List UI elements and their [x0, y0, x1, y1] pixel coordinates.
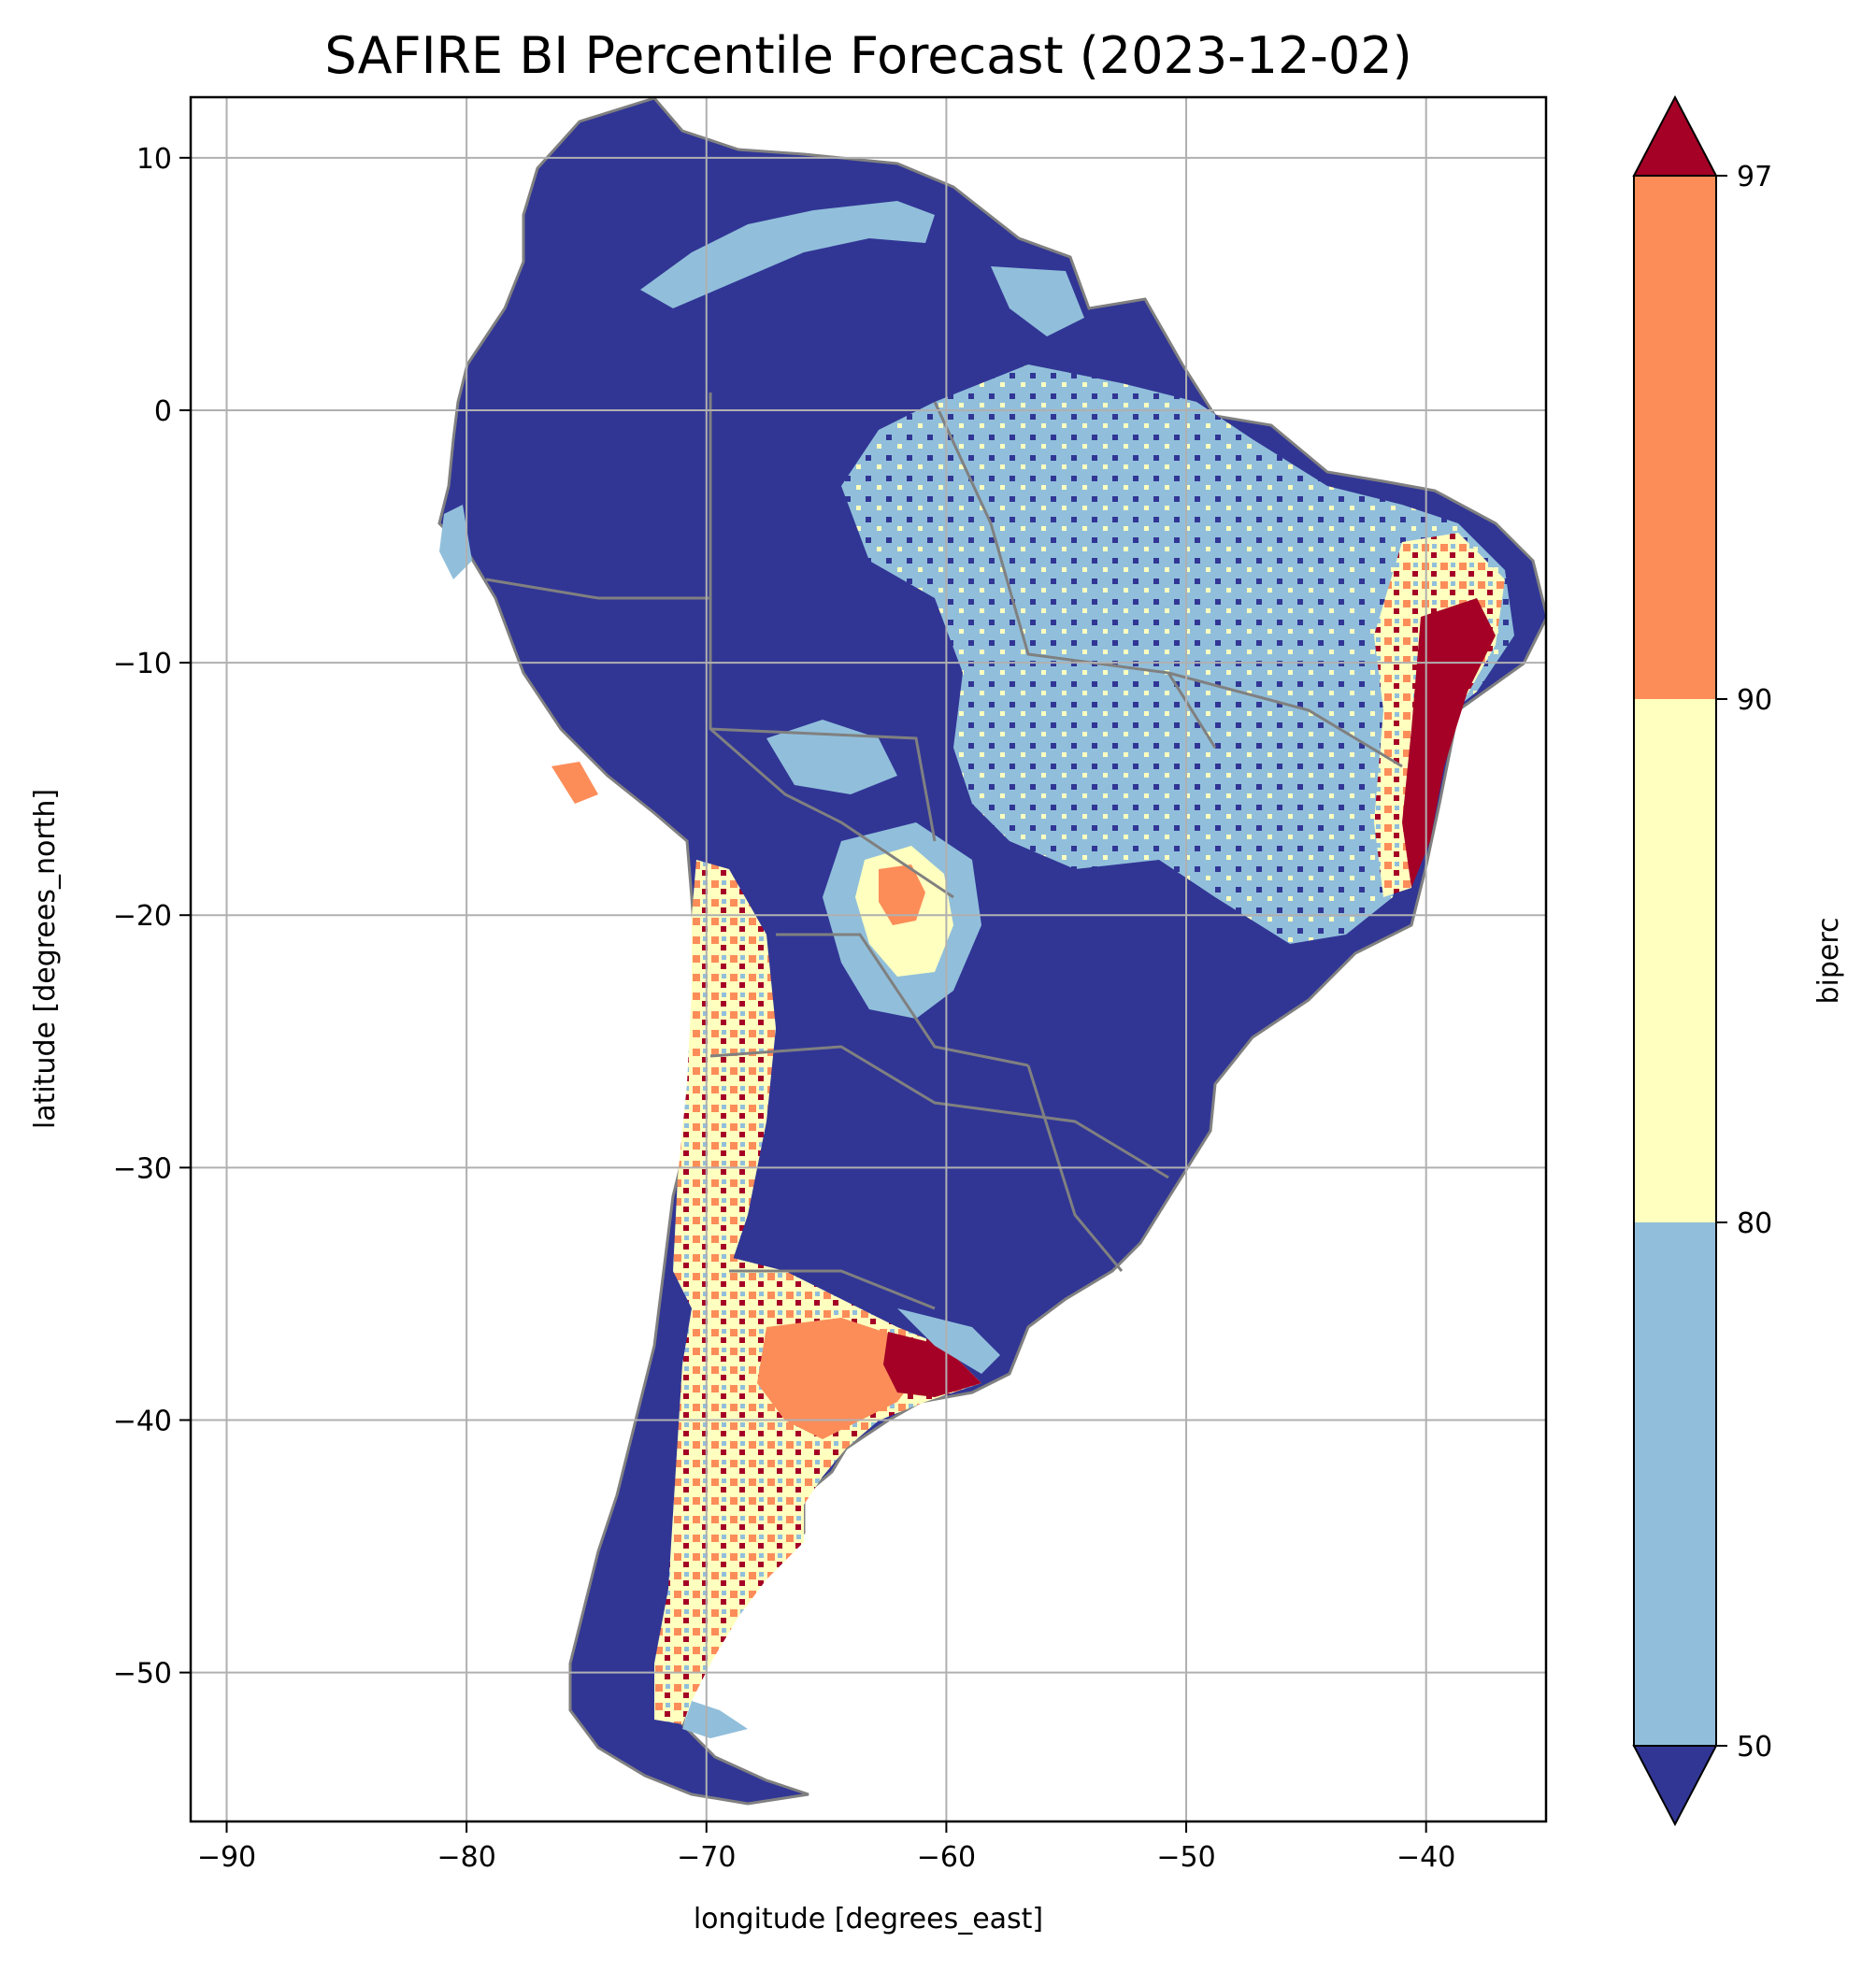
zone-pampas-blue — [897, 1308, 1000, 1374]
country-borders — [485, 393, 1403, 1310]
x-tick-label: −90 — [197, 1841, 256, 1874]
y-tick-label: −10 — [113, 648, 172, 680]
colorbar-extend-high — [1632, 94, 1718, 177]
zone-north-llanos — [640, 201, 935, 308]
zone-bolivia-east — [766, 720, 897, 794]
x-tick-label: −40 — [1396, 1841, 1455, 1874]
colorbar-frame — [1633, 175, 1717, 1747]
y-tick-label: 10 — [136, 143, 172, 176]
colorbar-tick-97: 97 — [1737, 161, 1772, 193]
x-tick-label: −50 — [1156, 1841, 1215, 1874]
colorbar-segment-80-90 — [1634, 699, 1716, 1222]
plot-frame — [189, 95, 1548, 1823]
y-tick-label: −20 — [113, 900, 172, 933]
colorbar: 97 90 80 50 biperc — [1632, 94, 1845, 1827]
y-tick-label: −50 — [113, 1658, 172, 1691]
colorbar-tick-90: 90 — [1737, 684, 1772, 717]
x-tick-label: −80 — [437, 1841, 495, 1874]
map-title: SAFIRE BI Percentile Forecast (2023-12-0… — [324, 26, 1411, 85]
colorbar-segment-50-80 — [1634, 1222, 1716, 1746]
zone-brazil-central — [841, 364, 1514, 944]
y-tick-label: −30 — [113, 1152, 172, 1185]
colorbar-tick-50: 50 — [1737, 1731, 1772, 1764]
y-tick-label: 0 — [154, 395, 172, 428]
zone-peru-coast — [551, 762, 598, 804]
y-axis-label: latitude [degrees_north] — [29, 789, 62, 1129]
colorbar-segment-90-97 — [1634, 176, 1716, 699]
zone-tierra-del-fuego — [682, 1701, 748, 1738]
y-tick-label: −40 — [113, 1405, 172, 1437]
zone-ecuador-coast — [439, 505, 472, 579]
zone-pampas-orange — [757, 1318, 925, 1439]
x-tick-label: −60 — [917, 1841, 976, 1874]
y-axis-ticks: 10 0 −10 −20 −30 −40 −50 — [113, 143, 191, 1691]
zone-andes-chile — [673, 860, 776, 1308]
gridlines — [191, 97, 1546, 1821]
x-axis-label: longitude [degrees_east] — [694, 1903, 1043, 1935]
colorbar-extend-low — [1632, 1745, 1718, 1827]
zone-chaco-core — [879, 864, 925, 925]
x-axis-ticks: −90 −80 −70 −60 −50 −40 — [197, 1821, 1455, 1874]
colorbar-label: biperc — [1812, 917, 1845, 1004]
x-tick-label: −70 — [677, 1841, 736, 1874]
colorbar-tick-80: 80 — [1737, 1207, 1772, 1240]
zone-guyana — [991, 266, 1084, 336]
zone-pampas-extreme — [883, 1332, 981, 1397]
